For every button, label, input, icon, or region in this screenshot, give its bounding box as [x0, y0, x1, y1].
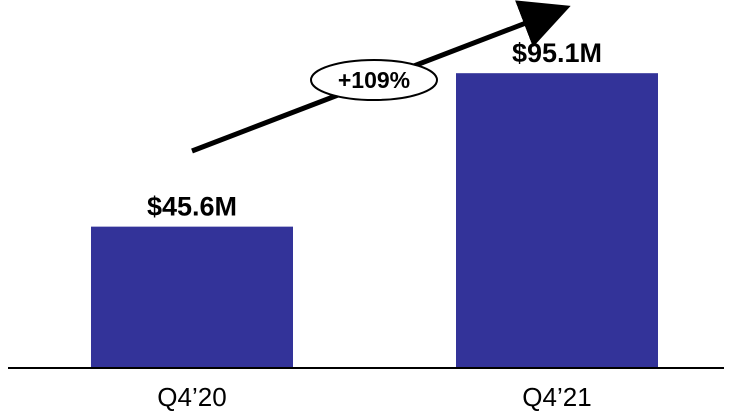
bar-q4-20	[91, 226, 293, 368]
growth-label: +109%	[338, 67, 410, 93]
growth-ellipse	[310, 59, 438, 101]
value-label-q4-21: $95.1M	[512, 38, 602, 68]
growth-annotation: +109%	[191, 0, 571, 154]
value-label-q4-20: $45.6M	[147, 192, 237, 222]
bar-q4-21	[456, 73, 658, 368]
category-label-q4-21: Q4’21	[522, 382, 591, 412]
category-labels-group: Q4’20 Q4’21	[157, 382, 591, 412]
bars-group	[91, 73, 658, 368]
category-label-q4-20: Q4’20	[157, 382, 226, 412]
